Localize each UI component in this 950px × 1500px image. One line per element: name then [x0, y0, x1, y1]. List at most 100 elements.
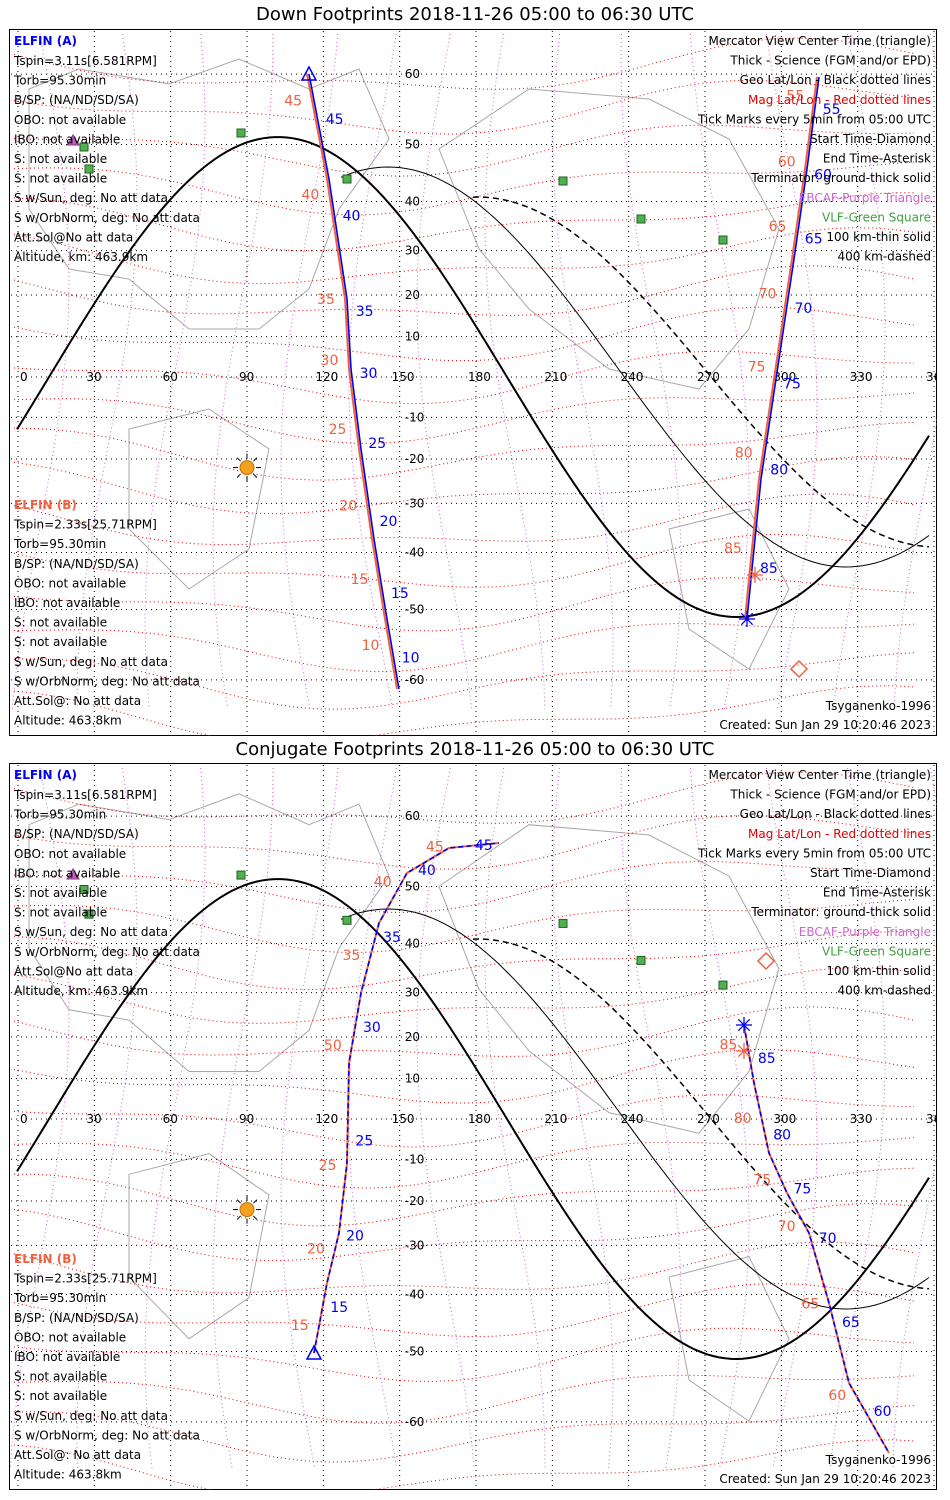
sun-icon: [239, 460, 255, 476]
elfin-a-info-line: S w/Sun, deg: No att data: [14, 191, 168, 205]
elfin-a-tick-label: 30: [360, 366, 378, 382]
lon-tick-label: 300: [773, 1112, 796, 1126]
mag-lon-line: [144, 33, 206, 710]
elfin-a-tick-label: 40: [418, 863, 436, 879]
elfin-b-tick-label: 10: [362, 638, 380, 654]
elfin-b-info-line: OBO: not available: [14, 576, 126, 590]
elfin-a-info-line: Altitude, km: 463.9km: [14, 250, 148, 264]
lat-tick-label: 40: [405, 937, 420, 951]
mag-lat-line: [13, 1405, 915, 1463]
elfin-b-info-line: S w/Sun, deg: No att data: [14, 1409, 168, 1423]
elfin-a-info-line: Altitude, km: 463.9km: [14, 984, 148, 998]
elfin-a-tick-label: 30: [363, 1020, 381, 1036]
elfin-b-info-line: IBO: not available: [14, 596, 120, 610]
elfin-b-label: ELFIN (B): [14, 498, 77, 512]
lat-tick-label: 10: [405, 330, 420, 344]
elfin-a-info-line: S: not available: [14, 172, 107, 186]
start-time-diamond-icon: [789, 659, 809, 679]
lat-tick-label: 60: [405, 809, 420, 823]
lat-tick-label: 20: [405, 288, 420, 302]
model-label: Tsyganenko-1996: [825, 1453, 931, 1467]
legend-entry: EBCAF-Purple Triangle: [799, 925, 931, 939]
elfin-a-tick-label: 70: [795, 301, 813, 317]
sun-ray: [253, 473, 258, 478]
elfin-b-tick-label: 60: [828, 1388, 846, 1404]
panel-title-conjugate: Conjugate Footprints 2018-11-26 05:00 to…: [235, 739, 715, 760]
elfin-a-track: [313, 842, 500, 1354]
legend-entry: End Time-Asterisk: [823, 152, 931, 166]
model-label: Tsyganenko-1996: [825, 699, 931, 713]
elfin-b-label: ELFIN (B): [14, 1252, 77, 1266]
elfin-b-tick-label: 70: [759, 287, 777, 303]
sun-icon: [239, 1202, 255, 1218]
lat-tick-label: -50: [405, 1344, 425, 1358]
map-frame: [9, 29, 937, 736]
elfin-b-info-line: Altitude: 463.8km: [14, 1468, 122, 1482]
elfin-b-tick-label: 15: [351, 572, 369, 588]
elfin-a-info-line: S: not available: [14, 906, 107, 920]
legend-entry: EBCAF-Purple Triangle: [799, 191, 931, 205]
coastline-outline: [128, 1153, 270, 1340]
sun-ray: [253, 457, 258, 462]
elfin-b-info-line: Altitude: 463.8km: [14, 714, 122, 728]
terminator-400km-line: [472, 938, 930, 1290]
lat-tick-label: -40: [405, 1287, 425, 1301]
legend-entry: Mag Lat/Lon - Red dotted lines: [748, 827, 931, 841]
elfin-a-info-line: Torb=95.30min: [13, 74, 106, 88]
map-frame: [9, 763, 937, 1490]
elfin-a-tick-label: 45: [326, 112, 344, 128]
mag-lat-line: [13, 577, 915, 632]
elfin-b-tick-label: 40: [301, 188, 319, 204]
lat-tick-label: -20: [405, 1194, 425, 1208]
elfin-b-tick-label: 85: [720, 1037, 738, 1053]
elfin-b-info-line: Att.Sol@: No att data: [14, 1448, 141, 1462]
sun-ray: [236, 1215, 241, 1220]
elfin-b-tick-label: 55: [786, 89, 804, 105]
elfin-b-tick-label: 65: [769, 219, 787, 235]
elfin-b-track-west: [744, 76, 818, 620]
mag-lat-line: [13, 227, 915, 285]
elfin-a-info-line: B/SP: (NA/ND/SD/SA): [14, 827, 139, 841]
lon-tick-label: 180: [468, 1112, 491, 1126]
elfin-a-tick-label: 35: [383, 930, 401, 946]
elfin-b-track: [306, 73, 398, 690]
lon-tick-label: 180: [468, 370, 491, 384]
elfin-b-tick-label: 35: [343, 948, 361, 964]
elfin-a-tick-label: 40: [343, 209, 361, 225]
elfin-b-info-line: Torb=95.30min: [13, 1291, 106, 1305]
elfin-a-tick-label: 60: [874, 1404, 892, 1420]
center-time-triangle-icon: [300, 65, 318, 81]
mag-lon-line: [832, 33, 886, 710]
vlf-square-icon: [236, 870, 246, 880]
elfin-b-tick-label: 85: [724, 541, 742, 557]
lat-tick-label: -40: [405, 545, 425, 559]
elfin-b-tick-label: 25: [329, 422, 347, 438]
elfin-a-track-west: [743, 1024, 890, 1454]
mag-lon-line: [416, 767, 475, 1469]
legend-entry: Mercator View Center Time (triangle): [709, 768, 931, 782]
mag-lon-line: [620, 33, 682, 710]
mag-lat-line: [13, 421, 915, 481]
elfin-b-tick-label: 80: [734, 1111, 752, 1127]
lon-tick-label: 60: [163, 370, 178, 384]
elfin-b-tick-label: 25: [319, 1158, 337, 1174]
conjugate-footprints-map: 0306090120150180210240270300330360706050…: [9, 763, 937, 1490]
elfin-a-tick-label: 10: [402, 650, 420, 666]
elfin-b-info-line: S: not available: [14, 616, 107, 630]
elfin-a-tick-label: 35: [356, 304, 374, 320]
elfin-b-info-line: Att.Sol@: No att data: [14, 694, 141, 708]
elfin-a-tick-label: 80: [770, 462, 788, 478]
ebcaf-triangle-icon: [66, 868, 80, 880]
end-time-asterisk-icon: [737, 1044, 751, 1058]
lon-tick-label: 300: [773, 370, 796, 384]
elfin-b-tick-label: 80: [735, 445, 753, 461]
elfin-a-tick-label: 85: [758, 1051, 776, 1067]
mag-lat-line: [13, 1283, 915, 1338]
elfin-b-info-line: OBO: not available: [14, 1330, 126, 1344]
lat-tick-label: 30: [405, 986, 420, 1000]
lon-tick-label: 210: [544, 370, 567, 384]
legend-entry: 400 km-dashed: [837, 250, 931, 264]
lon-tick-label: 0: [20, 1112, 28, 1126]
elfin-b-info-line: Torb=95.30min: [13, 537, 106, 551]
lat-tick-label: -60: [405, 1415, 425, 1429]
